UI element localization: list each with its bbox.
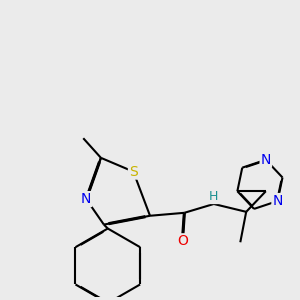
Text: N: N <box>261 153 271 167</box>
Text: S: S <box>129 165 138 178</box>
Text: O: O <box>177 234 188 248</box>
Text: N: N <box>81 192 92 206</box>
Text: N: N <box>272 194 283 208</box>
Text: H: H <box>209 190 218 203</box>
